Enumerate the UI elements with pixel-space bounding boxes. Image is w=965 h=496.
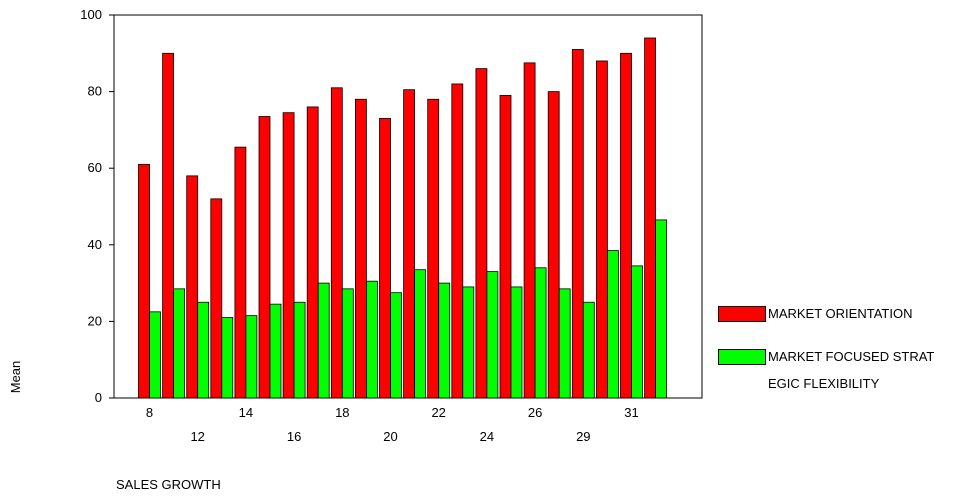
legend-item-market-focused-strategic-flexibility: MARKET FOCUSED STRAT EGIC FLEXIBILITY	[718, 349, 934, 397]
y-tick-label: 0	[95, 390, 102, 405]
y-axis: 0 20 40 60 80 100	[80, 7, 114, 405]
bar-strategic-flexibility-12	[197, 301, 210, 399]
legend-label-market-orientation: MARKET ORIENTATION	[768, 306, 913, 321]
bar-strategic-flexibility-16	[293, 301, 306, 399]
bar-market-orientation-24	[475, 68, 488, 399]
bar-market-orientation-10	[162, 52, 175, 399]
bar-strategic-flexibility-23	[462, 286, 475, 399]
x-tick-label: 22	[431, 405, 445, 420]
bar-market-orientation-31	[620, 52, 632, 399]
x-tick-label: 18	[335, 405, 349, 420]
bar-strategic-flexibility-25	[510, 286, 523, 399]
bar-market-orientation-8	[138, 163, 150, 399]
bar-strategic-flexibility-13	[221, 317, 234, 399]
bar-market-orientation-30	[596, 60, 608, 399]
legend-swatch-market-orientation	[718, 306, 766, 322]
x-tick-label: 12	[190, 429, 204, 444]
bar-market-orientation-16	[282, 112, 295, 399]
bar-strategic-flexibility-26	[534, 267, 547, 399]
x-tick-label: 29	[576, 429, 590, 444]
y-axis-title: Mean	[8, 361, 23, 394]
x-tick-label: 8	[146, 405, 153, 420]
bar-market-orientation-23	[451, 83, 464, 399]
bar-market-orientation-18	[330, 87, 343, 399]
bar-strategic-flexibility-19	[365, 280, 378, 399]
x-tick-label: 31	[624, 405, 638, 420]
x-axis-title: SALES GROWTH	[116, 477, 221, 492]
bar-strategic-flexibility-22	[438, 282, 451, 399]
bar-market-orientation-15	[258, 116, 271, 399]
bar-market-orientation-29	[571, 49, 584, 399]
bar-market-orientation-28	[547, 91, 560, 399]
bar-strategic-flexibility-20	[390, 292, 402, 399]
x-axis: 8 12 14 16 18 20 22 24 26 29 31	[146, 405, 639, 444]
bars	[138, 37, 667, 399]
y-tick-label: 80	[88, 84, 102, 99]
bar-strategic-flexibility-29	[582, 301, 595, 399]
y-tick-label: 20	[88, 313, 102, 328]
bar-market-orientation-25	[499, 95, 512, 399]
bar-strategic-flexibility-17	[317, 282, 330, 399]
x-tick-label: 14	[239, 405, 253, 420]
x-tick-label: 26	[528, 405, 542, 420]
bar-strategic-flexibility-24	[486, 271, 499, 399]
bar-market-orientation-13	[210, 198, 223, 399]
bar-strategic-flexibility-21	[414, 269, 427, 399]
y-tick-label: 60	[88, 160, 102, 175]
bar-strategic-flexibility-14	[245, 315, 258, 399]
bar-strategic-flexibility-30	[607, 250, 619, 399]
bar-market-orientation-19	[354, 98, 367, 399]
bar-market-orientation-20	[379, 118, 391, 399]
bar-market-orientation-32	[644, 37, 656, 399]
bar-market-orientation-22	[427, 98, 440, 399]
bar-market-orientation-12	[186, 175, 199, 399]
bar-market-orientation-26	[523, 62, 536, 399]
bar-market-orientation-14	[234, 146, 247, 399]
y-tick-label: 100	[80, 7, 102, 22]
bar-strategic-flexibility-18	[341, 288, 354, 399]
bar-market-orientation-21	[403, 89, 416, 399]
bar-strategic-flexibility-15	[269, 303, 282, 399]
bar-strategic-flexibility-31	[631, 265, 643, 399]
bar-strategic-flexibility-32	[655, 219, 667, 399]
x-tick-label: 24	[480, 429, 494, 444]
legend-item-market-orientation: MARKET ORIENTATION	[718, 306, 912, 327]
legend-swatch-market-focused-strategic-flexibility	[718, 349, 766, 365]
y-tick-label: 40	[88, 237, 102, 252]
bar-strategic-flexibility-8	[149, 311, 161, 399]
legend-label-market-focused-strategic-flexibility: MARKET FOCUSED STRAT EGIC FLEXIBILITY	[768, 349, 935, 391]
bar-market-orientation-17	[306, 106, 319, 399]
bar-strategic-flexibility-10	[173, 288, 186, 399]
x-tick-label: 20	[383, 429, 397, 444]
x-tick-label: 16	[287, 429, 301, 444]
bar-strategic-flexibility-28	[558, 288, 571, 399]
